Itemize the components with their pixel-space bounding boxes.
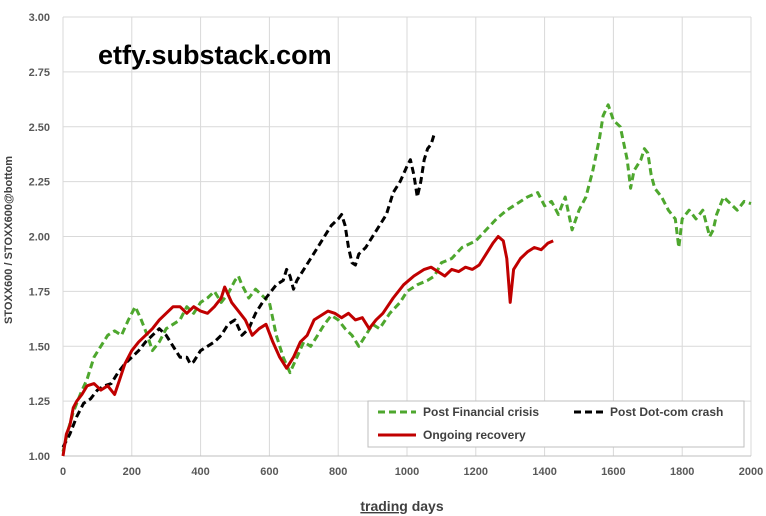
x-tick-label-10: 2000 <box>739 466 763 478</box>
y-tick-label-4: 2.00 <box>29 232 50 244</box>
y-axis-title: STOXX600 / STOXX600@bottom <box>3 156 15 324</box>
series-line-post-financial-crisis <box>61 103 752 452</box>
y-tick-label-1: 1.25 <box>29 396 50 408</box>
x-axis-title-underlined: trading <box>360 498 407 514</box>
x-tick-labels: 0 200 400 600 800 1000 1200 1400 1600 1800 2000 <box>60 466 763 478</box>
series-line-ongoing-recovery <box>61 235 554 457</box>
watermark-text: etfy.substack.com <box>98 40 332 70</box>
x-axis-title-rest: days <box>408 498 444 514</box>
y-tick-labels: 1.00 1.25 1.50 1.75 2.00 2.25 2.50 2.75 3.00 <box>29 12 50 463</box>
legend-box <box>367 400 745 448</box>
series-line-post-dot-com-crash <box>61 135 436 448</box>
x-tick-label-5: 1000 <box>395 466 419 478</box>
series-layer <box>61 103 752 457</box>
x-axis-title: trading days <box>360 498 443 514</box>
x-tick-label-7: 1400 <box>532 466 556 478</box>
x-tick-label-3: 600 <box>260 466 278 478</box>
legend: Post Financial crisis Post Dot-com crash… <box>367 400 745 448</box>
y-tick-label-0: 1.00 <box>29 451 50 463</box>
y-tick-label-8: 3.00 <box>29 12 50 24</box>
x-tick-label-4: 800 <box>329 466 347 478</box>
y-tick-label-6: 2.50 <box>29 122 50 134</box>
x-tick-label-2: 400 <box>191 466 209 478</box>
y-tick-label-3: 1.75 <box>29 286 50 298</box>
legend-label-post-dot-com-crash: Post Dot-com crash <box>610 405 723 419</box>
x-tick-label-6: 1200 <box>464 466 488 478</box>
y-tick-label-7: 2.75 <box>29 67 50 79</box>
x-tick-label-0: 0 <box>60 466 66 478</box>
y-tick-label-2: 1.50 <box>29 341 50 353</box>
x-tick-label-1: 200 <box>123 466 141 478</box>
grid <box>62 16 752 457</box>
y-tick-label-5: 2.25 <box>29 177 50 189</box>
legend-label-ongoing-recovery: Ongoing recovery <box>423 428 526 442</box>
x-tick-label-8: 1600 <box>601 466 625 478</box>
x-tick-label-9: 1800 <box>670 466 694 478</box>
legend-label-post-financial-crisis: Post Financial crisis <box>423 405 539 419</box>
